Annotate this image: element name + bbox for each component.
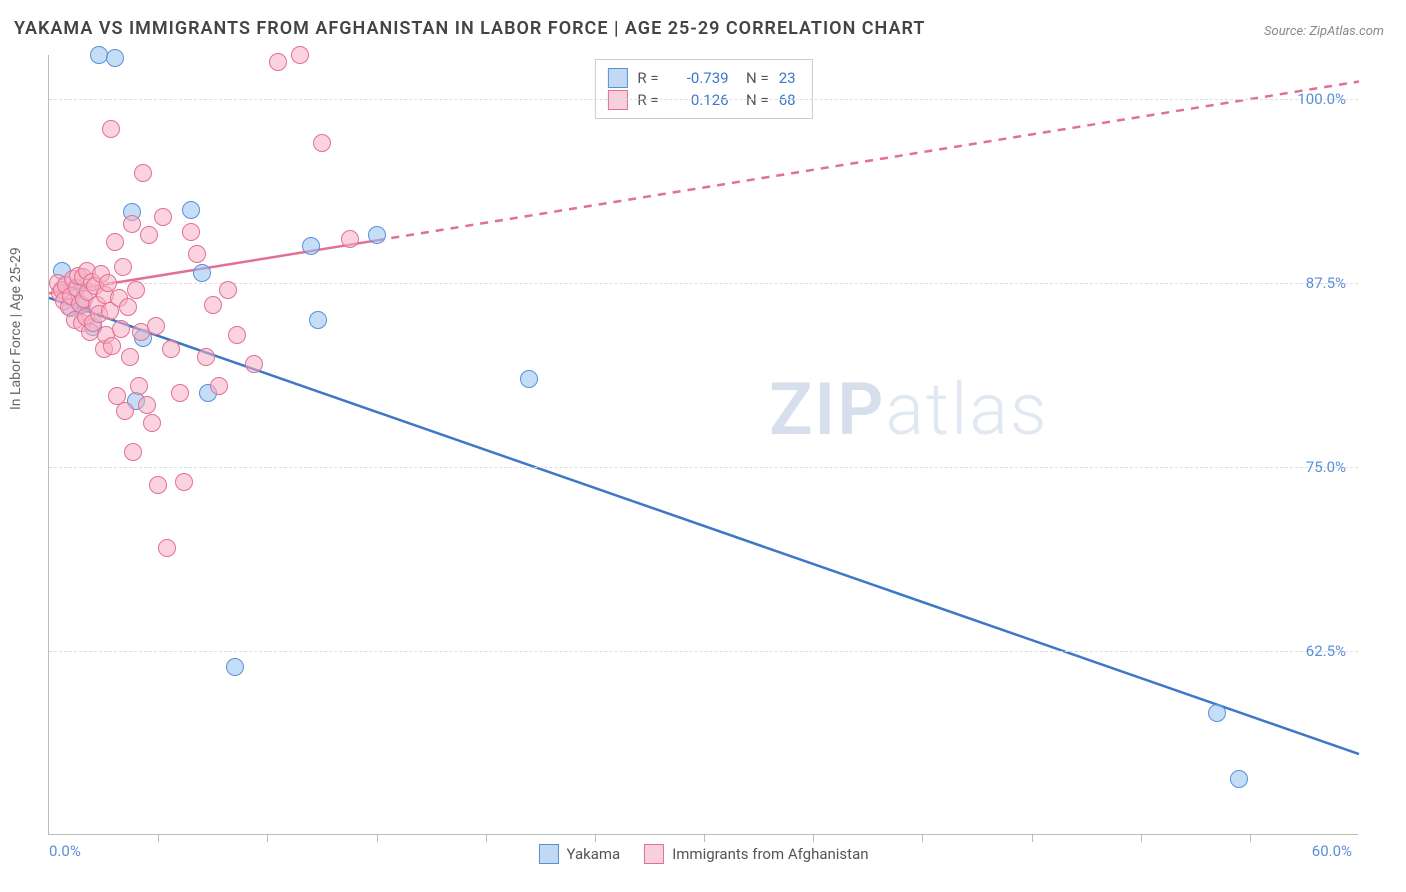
data-point-pink [116, 402, 134, 420]
data-point-pink [158, 539, 176, 557]
x-tick [813, 834, 814, 842]
y-tick-label: 100.0% [1297, 90, 1346, 108]
corr-r-label: R = [637, 69, 658, 87]
x-tick-label: 60.0% [1312, 842, 1352, 860]
x-tick [1250, 834, 1251, 842]
data-point-pink [341, 230, 359, 248]
legend-label: Yakama [566, 845, 620, 863]
data-point-pink [291, 46, 309, 64]
correlation-legend: R = -0.739 N = 23R = 0.126 N = 68 [594, 59, 812, 119]
data-point-blue [309, 311, 327, 329]
x-tick [922, 834, 923, 842]
plot-area: ZIPatlas R = -0.739 N = 23R = 0.126 N = … [48, 55, 1358, 835]
data-point-pink [147, 317, 165, 335]
data-point-pink [103, 337, 121, 355]
data-point-blue [302, 237, 320, 255]
data-point-pink [138, 396, 156, 414]
data-point-pink [130, 377, 148, 395]
x-tick [1032, 834, 1033, 842]
gridline-h [49, 283, 1358, 284]
data-point-pink [245, 355, 263, 373]
data-point-pink [127, 281, 145, 299]
corr-n-value: 23 [779, 69, 796, 87]
chart-title: YAKAMA VS IMMIGRANTS FROM AFGHANISTAN IN… [14, 18, 925, 39]
trend-lines-layer [49, 55, 1358, 834]
data-point-pink [197, 348, 215, 366]
data-point-blue [226, 658, 244, 676]
data-point-pink [102, 120, 120, 138]
legend-swatch-blue [607, 68, 627, 88]
data-point-pink [114, 258, 132, 276]
data-point-pink [143, 414, 161, 432]
legend-swatch-blue [538, 844, 558, 864]
gridline-h [49, 651, 1358, 652]
trend-line-pink-dashed [377, 81, 1360, 240]
x-tick [704, 834, 705, 842]
data-point-pink [219, 281, 237, 299]
data-point-pink [175, 473, 193, 491]
legend-label: Immigrants from Afghanistan [672, 845, 868, 863]
data-point-pink [112, 320, 130, 338]
data-point-pink [182, 223, 200, 241]
data-point-pink [123, 215, 141, 233]
legend-item: Immigrants from Afghanistan [644, 844, 868, 864]
gridline-h [49, 467, 1358, 468]
data-point-pink [134, 164, 152, 182]
legend-item: Yakama [538, 844, 620, 864]
legend-swatch-pink [644, 844, 664, 864]
y-axis-label: In Labor Force | Age 25-29 [8, 247, 24, 410]
y-tick-label: 62.5% [1306, 642, 1346, 660]
corr-r-value: -0.739 [669, 69, 729, 87]
x-tick-label: 0.0% [49, 842, 81, 860]
data-point-pink [228, 326, 246, 344]
data-point-pink [204, 296, 222, 314]
data-point-pink [313, 134, 331, 152]
data-point-blue [368, 226, 386, 244]
x-tick [595, 834, 596, 842]
y-tick-label: 75.0% [1306, 458, 1346, 476]
data-point-pink [162, 340, 180, 358]
data-point-blue [106, 49, 124, 67]
data-point-blue [182, 201, 200, 219]
source-attribution: Source: ZipAtlas.com [1264, 24, 1384, 39]
data-point-pink [154, 208, 172, 226]
data-point-pink [210, 377, 228, 395]
data-point-pink [106, 233, 124, 251]
x-tick [267, 834, 268, 842]
data-point-blue [1208, 704, 1226, 722]
x-tick [158, 834, 159, 842]
series-legend: Yakama Immigrants from Afghanistan [538, 844, 868, 864]
data-point-blue [1230, 770, 1248, 788]
data-point-pink [269, 53, 287, 71]
data-point-pink [149, 476, 167, 494]
data-point-pink [171, 384, 189, 402]
data-point-pink [121, 348, 139, 366]
x-tick [486, 834, 487, 842]
data-point-pink [124, 443, 142, 461]
data-point-pink [188, 245, 206, 263]
gridline-h [49, 99, 1358, 100]
data-point-blue [193, 264, 211, 282]
data-point-pink [140, 226, 158, 244]
corr-n-label: N = [739, 69, 769, 87]
x-tick [377, 834, 378, 842]
data-point-pink [119, 298, 137, 316]
data-point-blue [520, 370, 538, 388]
corr-legend-row: R = -0.739 N = 23 [607, 68, 795, 88]
x-tick [1141, 834, 1142, 842]
y-tick-label: 87.5% [1306, 274, 1346, 292]
